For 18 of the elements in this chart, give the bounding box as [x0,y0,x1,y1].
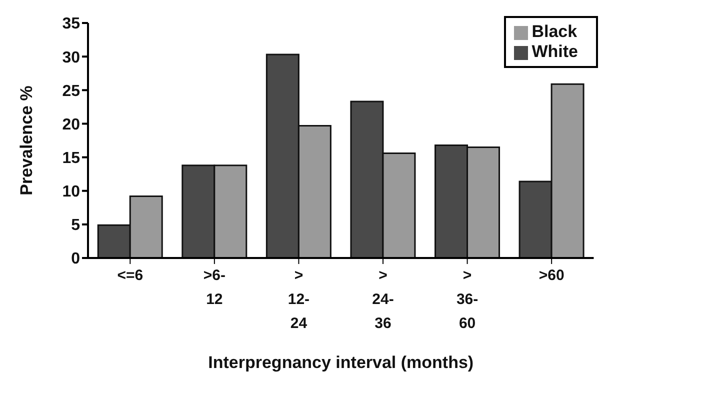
x-tick-label: > 24- 36 [372,267,394,332]
y-tick-label: 15 [62,150,80,167]
legend-label: Black [532,22,578,41]
y-tick-label: 5 [71,217,80,234]
y-tick-label: 10 [62,184,80,201]
x-tick-label: <=6 [117,267,144,284]
x-tick-label: > 12- 24 [288,267,310,332]
x-tick-label: > 36- 60 [456,267,478,332]
x-tick-label: >60 [538,267,564,284]
y-tick-label: 25 [62,82,80,100]
legend-label: White [532,42,578,61]
y-axis-title: Prevalence % [17,86,36,196]
x-tick-label: >6- 12 [203,267,226,308]
y-tick-label: 0 [71,250,80,268]
y-tick-label: 20 [62,116,80,134]
y-tick-label: 35 [62,16,80,33]
x-axis-title: Interpregnancy interval (months) [208,353,474,372]
y-tick-label: 30 [62,49,80,66]
